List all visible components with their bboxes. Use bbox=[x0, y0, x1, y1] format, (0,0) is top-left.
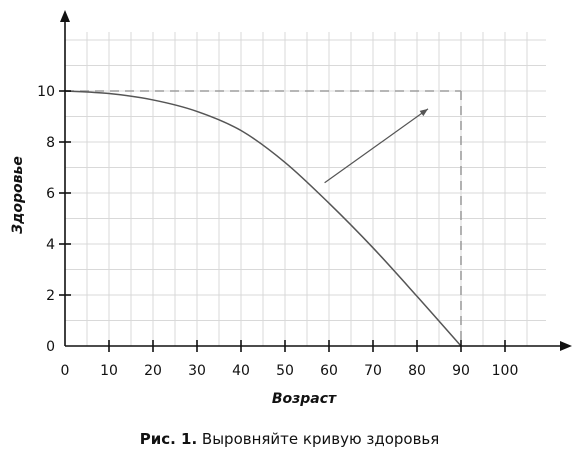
x-tick-label: 0 bbox=[61, 363, 70, 379]
x-tick-label: 40 bbox=[232, 363, 250, 379]
x-axis-title: Возраст bbox=[272, 391, 337, 407]
x-tick-label: 100 bbox=[492, 363, 519, 379]
x-tick-label: 20 bbox=[144, 363, 162, 379]
annotation-arrow-head bbox=[419, 108, 428, 117]
y-axis-arrow-icon bbox=[60, 10, 70, 22]
x-tick-label: 60 bbox=[320, 363, 338, 379]
annotation-arrow-line bbox=[324, 108, 429, 184]
health-chart: 0 10 20 30 40 50 60 70 80 90 100 0 2 4 6 8 10 Возраст Зд… bbox=[10, 10, 572, 407]
x-tick-label: 90 bbox=[452, 363, 470, 379]
y-tick-label: 8 bbox=[46, 135, 55, 151]
y-tick-label: 6 bbox=[46, 186, 55, 202]
x-tick-label: 80 bbox=[408, 363, 426, 379]
health-curve bbox=[64, 90, 462, 347]
y-tick-label: 2 bbox=[46, 288, 55, 304]
x-tick-label: 70 bbox=[364, 363, 382, 379]
x-tick-label: 50 bbox=[276, 363, 294, 379]
reference-dashes bbox=[65, 90, 462, 346]
annotation-arrow-group bbox=[324, 108, 429, 184]
ticks: 0 10 20 30 40 50 60 70 80 90 100 0 2 4 6 8 10 bbox=[37, 84, 518, 379]
figure-caption: Рис. 1. Выровняйте кривую здоровья bbox=[0, 430, 579, 448]
axes bbox=[60, 10, 572, 351]
grid bbox=[65, 32, 546, 346]
x-axis-arrow-icon bbox=[560, 341, 572, 351]
y-tick-label: 10 bbox=[37, 84, 55, 100]
caption-text: Выровняйте кривую здоровья bbox=[197, 430, 440, 448]
health-curve-group bbox=[64, 90, 462, 347]
x-tick-label: 30 bbox=[188, 363, 206, 379]
caption-prefix: Рис. 1. bbox=[139, 430, 198, 448]
y-tick-label: 0 bbox=[46, 339, 55, 355]
x-tick-label: 10 bbox=[100, 363, 118, 379]
y-tick-label: 4 bbox=[46, 237, 55, 253]
y-axis-title: Здоровье bbox=[10, 156, 26, 234]
